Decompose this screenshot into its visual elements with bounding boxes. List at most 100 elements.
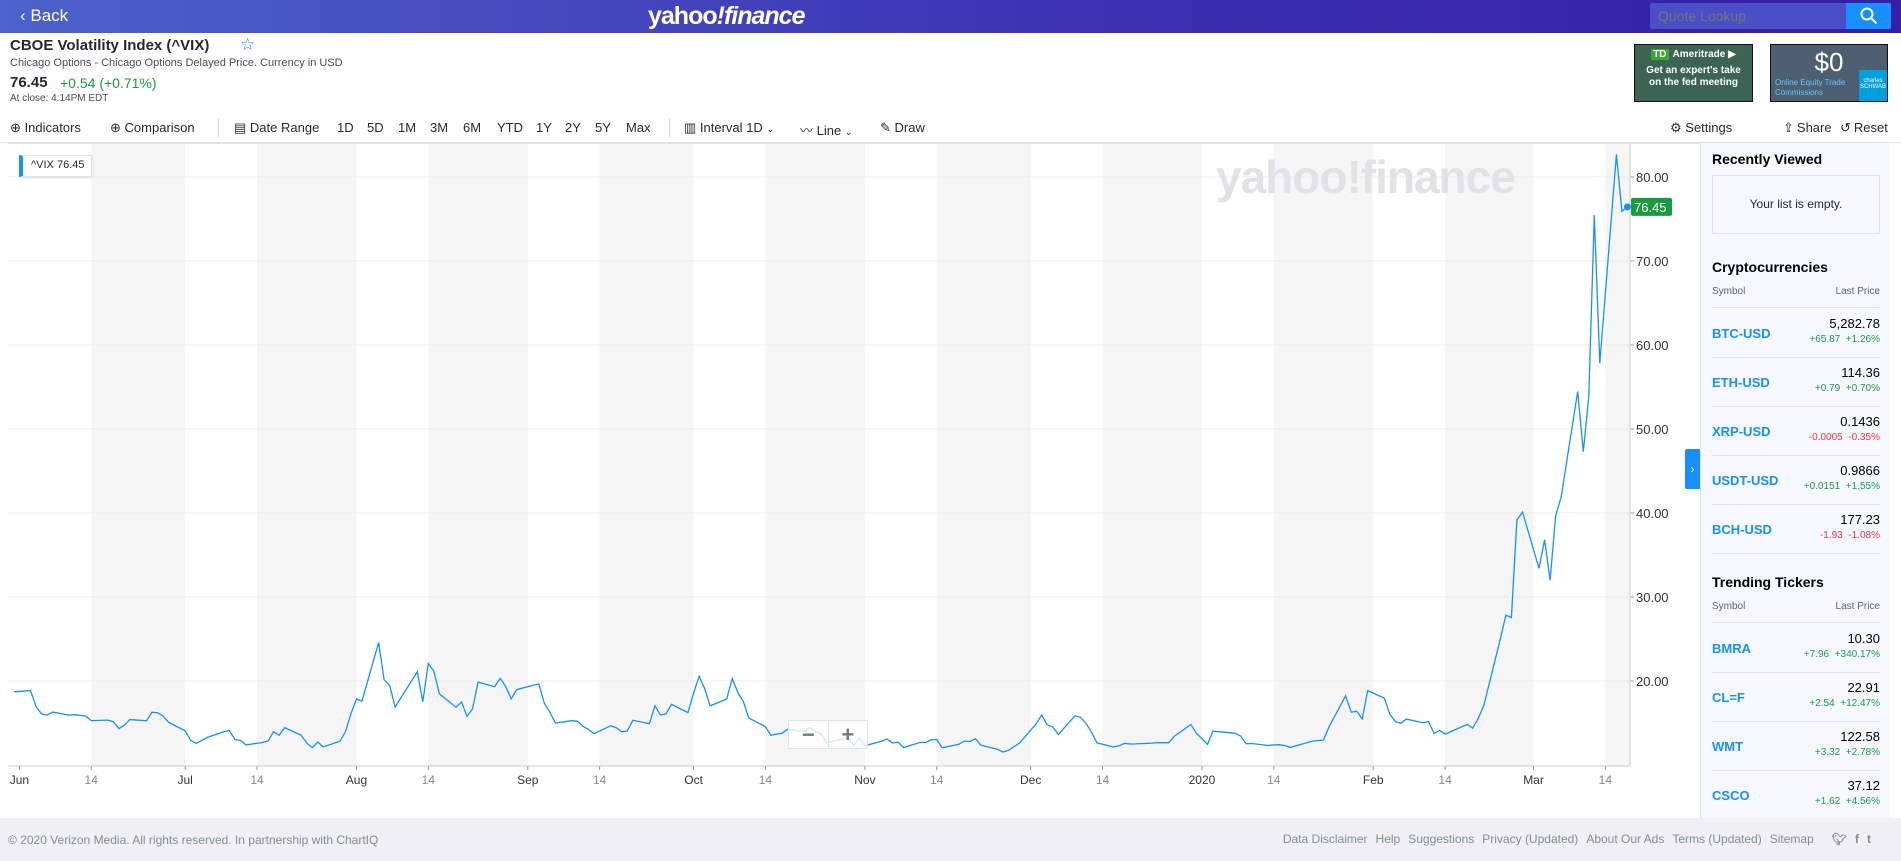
footer-link[interactable]: Suggestions (1408, 832, 1475, 846)
change-abs: +3.32 (1814, 747, 1841, 758)
range-5d[interactable]: 5D (367, 120, 384, 135)
shaded-band (1273, 143, 1374, 766)
ticker-row[interactable]: CL=F 22.91 +2.54 +12.47% (1712, 673, 1880, 722)
x-tick-label: 14 (85, 773, 99, 787)
shaded-band (91, 143, 186, 766)
last-price-label: 76.45 (1634, 200, 1667, 215)
ticker-row[interactable]: BMRA 10.30 +7.96 +340.17% (1712, 624, 1880, 673)
ticker-symbol[interactable]: ETH-USD (1712, 375, 1770, 390)
quote-price: 76.45 (10, 74, 48, 91)
shaded-band (257, 143, 357, 766)
reset-button[interactable]: ↺ Reset (1840, 120, 1888, 136)
ticker-change: -1.93 -1.08% (1820, 530, 1880, 541)
star-icon[interactable]: ☆ (240, 35, 256, 54)
settings-label: Settings (1685, 120, 1733, 135)
schwab-ad-text: Online Equity Trade Commissions (1775, 78, 1846, 97)
vix-chart[interactable]: 20.00 30.00 40.00 50.00 60.00 70.00 80.00 Jun 14… (0, 143, 1700, 818)
x-tick-label: 14 (1096, 773, 1110, 787)
footer-link[interactable]: Sitemap (1769, 832, 1814, 846)
x-tick-label: 14 (250, 773, 264, 787)
ticker-row[interactable]: WMT 122.58 +3.32 +2.78% (1712, 722, 1880, 771)
ticker-price: 37.12 (1847, 778, 1880, 793)
y-tick-label: 40.00 (1636, 506, 1669, 521)
change-pct: +4.56% (1845, 796, 1880, 807)
ticker-symbol[interactable]: CL=F (1712, 690, 1745, 705)
shaded-band (1445, 143, 1534, 766)
ticker-row[interactable]: BTC-USD 5,282.78 +65.87 +1.26% (1712, 309, 1880, 358)
ticker-change: +3.32 +2.78% (1815, 747, 1880, 758)
line-chart-icon: 〰 (800, 123, 814, 138)
td-ad-text: Get an expert's take on the fed meeting (1646, 65, 1741, 88)
reset-label: Reset (1853, 120, 1888, 135)
footer-link[interactable]: Help (1375, 832, 1401, 846)
zoom-in-button[interactable]: + (827, 721, 868, 748)
chart-toolbar: ⊕ Indicators ⊕ Comparison ▤ Date Range 1… (0, 116, 1901, 143)
range-1d[interactable]: 1D (337, 120, 354, 135)
ticker-row[interactable]: XRP-USD 0.1436 -0.0005 -0.35% (1712, 407, 1880, 456)
twitter-icon[interactable]: 🐦︎ (1831, 832, 1847, 846)
ticker-symbol[interactable]: BCH-USD (1712, 522, 1772, 537)
footer-link[interactable]: Privacy (Updated) (1482, 832, 1579, 846)
tumblr-icon[interactable]: t (1867, 832, 1871, 846)
ticker-change: +2.54 +12.47% (1809, 698, 1880, 709)
schwab-ad[interactable]: $0 Online Equity Trade Commissions charl… (1770, 44, 1888, 102)
share-button[interactable]: ⇪ Share (1783, 120, 1832, 136)
ticker-symbol[interactable]: BTC-USD (1712, 326, 1771, 341)
ticker-symbol[interactable]: WMT (1712, 739, 1744, 754)
ticker-symbol[interactable]: BMRA (1712, 641, 1751, 656)
td-logo: TD (1651, 49, 1669, 60)
ticker-row[interactable]: ETH-USD 114.36 +0.79 +0.70% (1712, 358, 1880, 407)
draw-button[interactable]: ✎ Draw (880, 120, 925, 136)
reset-icon: ↺ (1840, 120, 1851, 135)
zoom-out-button[interactable]: − (801, 722, 815, 747)
range-2y[interactable]: 2Y (565, 120, 581, 135)
ticker-row[interactable]: CSCO 37.12 +1.62 +4.56% (1712, 771, 1880, 820)
range-6m[interactable]: 6M (463, 120, 482, 135)
expand-sidebar-button[interactable]: › (1685, 449, 1700, 489)
trending-header: Symbol Last Price (1712, 601, 1880, 623)
range-ytd[interactable]: YTD (497, 120, 523, 135)
recently-viewed-empty: Your list is empty. (1712, 175, 1880, 234)
ticker-price: 122.58 (1840, 729, 1880, 744)
schwab-big-text: $0 (1814, 47, 1844, 77)
x-tick-label: Mar (1523, 773, 1544, 787)
interval-dropdown[interactable]: ▥ Interval 1D ⌄ (684, 120, 774, 136)
plus-circle-icon: ⊕ (10, 120, 21, 135)
indicators-button[interactable]: ⊕ Indicators (10, 120, 81, 136)
ticker-row[interactable]: BCH-USD 177.23 -1.93 -1.08% (1712, 505, 1880, 554)
chart-type-dropdown[interactable]: 〰 Line ⌄ (800, 120, 852, 139)
quote-lookup-input[interactable] (1650, 3, 1846, 29)
back-button[interactable]: ‹ Back (20, 6, 69, 25)
footer-links: Data Disclaimer Help Suggestions Privacy… (1283, 832, 1871, 846)
x-tick-label: Jun (10, 773, 29, 787)
ticker-row[interactable]: USDT-USD 0.9866 +0.0151 +1.55% (1712, 456, 1880, 505)
footer-link[interactable]: Data Disclaimer (1282, 832, 1368, 846)
facebook-icon[interactable]: f (1855, 832, 1859, 846)
ticker-change: +7.96 +340.17% (1804, 649, 1880, 660)
yahoo-finance-logo[interactable]: yahoo!finance (648, 2, 805, 31)
ticker-price: 177.23 (1840, 512, 1880, 527)
td-brand: Ameritrade (1672, 49, 1726, 60)
td-ameritrade-ad[interactable]: TD Ameritrade ▶ Get an expert's take on t… (1634, 44, 1753, 102)
calendar-icon: ▤ (234, 120, 247, 135)
ticker-symbol[interactable]: USDT-USD (1712, 473, 1779, 488)
search-button[interactable] (1846, 3, 1891, 29)
range-1y[interactable]: 1Y (536, 120, 552, 135)
x-tick-label: 14 (1599, 773, 1613, 787)
footer-link[interactable]: About Our Ads (1586, 832, 1665, 846)
share-icon: ⇪ (1783, 120, 1794, 135)
footer-link[interactable]: Terms (Updated) (1672, 832, 1762, 846)
x-tick-label: Aug (346, 773, 367, 787)
range-3m[interactable]: 3M (430, 120, 449, 135)
recently-viewed-heading: Recently Viewed (1712, 151, 1823, 167)
ticker-symbol[interactable]: XRP-USD (1712, 424, 1771, 439)
ticker-symbol[interactable]: CSCO (1712, 788, 1750, 803)
range-max[interactable]: Max (626, 120, 651, 135)
range-1m[interactable]: 1M (398, 120, 417, 135)
gear-icon: ⚙ (1670, 120, 1682, 135)
settings-button[interactable]: ⚙ Settings (1670, 120, 1732, 136)
comparison-button[interactable]: ⊕ Comparison (110, 120, 195, 136)
range-5y[interactable]: 5Y (595, 120, 611, 135)
date-range-button[interactable]: ▤ Date Range (234, 120, 319, 136)
x-tick-label: Jul (178, 773, 193, 787)
